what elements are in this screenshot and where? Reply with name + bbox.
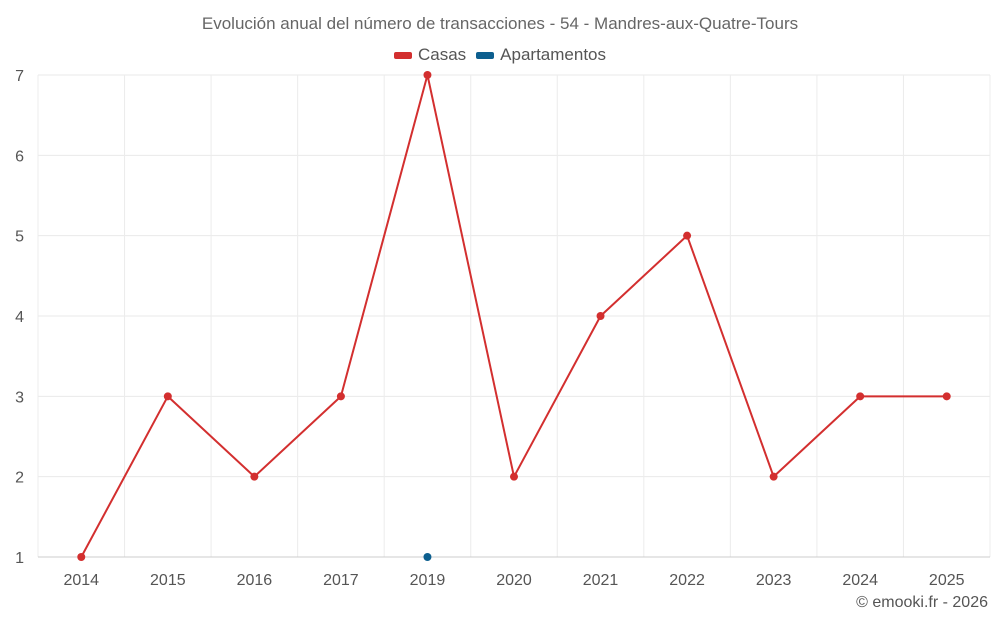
copyright-text: © emooki.fr - 2026 [856, 594, 988, 611]
data-point-casas[interactable] [163, 392, 172, 401]
y-tick-label: 2 [15, 470, 24, 487]
data-point-casas[interactable] [856, 392, 865, 401]
axes: 1 2 3 4 5 6 7 2014 2015 2016 2017 2019 2020 2021 2022 2… [15, 68, 990, 589]
legend-item-apartamentos[interactable]: Apartamentos [476, 45, 606, 65]
y-tick-label: 4 [15, 309, 24, 326]
data-point-casas[interactable] [596, 312, 605, 320]
x-tick-label: 2016 [237, 572, 273, 589]
legend-item-casas[interactable]: Casas [393, 45, 467, 65]
data-point-casas[interactable] [510, 472, 518, 481]
x-tick-label: 2019 [410, 572, 446, 589]
data-point-casas[interactable] [250, 472, 259, 481]
y-tick-label: 6 [15, 148, 24, 165]
grid [37, 74, 991, 557]
legend-swatch-casas [393, 51, 412, 59]
data-point-casas[interactable] [423, 71, 432, 79]
data-point-casas[interactable] [769, 472, 778, 481]
y-tick-label: 1 [15, 550, 24, 567]
data-point-casas[interactable] [683, 231, 692, 240]
data-point-casas[interactable] [336, 392, 345, 401]
legend-swatch-apartamentos [476, 51, 495, 59]
data-point-casas[interactable] [77, 553, 86, 561]
y-tick-label: 5 [15, 229, 24, 246]
series [77, 71, 951, 561]
y-tick-label: 7 [15, 68, 24, 85]
x-tick-label: 2017 [323, 572, 359, 589]
legend-label-casas: Casas [417, 45, 467, 64]
y-tick-label: 3 [15, 389, 24, 406]
x-tick-label: 2015 [150, 572, 186, 589]
x-tick-label: 2014 [63, 572, 99, 589]
legend-label-apartamentos: Apartamentos [500, 45, 607, 64]
x-tick-label: 2022 [669, 572, 705, 589]
chart-title: Evolución anual del número de transaccio… [201, 14, 799, 33]
x-tick-label: 2020 [496, 572, 532, 589]
x-tick-label: 2021 [583, 572, 619, 589]
data-point-casas[interactable] [942, 392, 951, 401]
data-point-apartamentos[interactable] [423, 553, 432, 561]
x-tick-label: 2025 [929, 572, 965, 589]
legend: Casas Apartamentos [0, 45, 1000, 65]
x-tick-label: 2024 [842, 572, 878, 589]
x-tick-label: 2023 [756, 572, 792, 589]
